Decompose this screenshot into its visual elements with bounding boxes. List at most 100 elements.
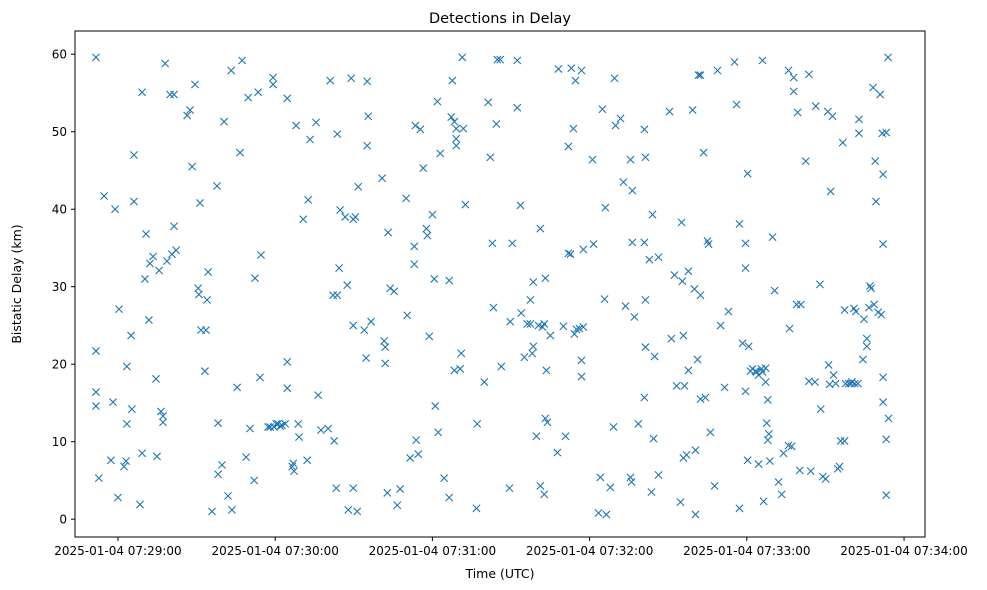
data-point: [161, 59, 170, 68]
data-point: [763, 395, 772, 404]
data-point: [224, 491, 233, 500]
data-point: [865, 281, 874, 290]
data-point: [561, 432, 570, 441]
data-point: [801, 157, 810, 166]
data-point: [381, 343, 390, 352]
data-point: [648, 210, 657, 219]
data-point: [144, 316, 153, 325]
data-point: [430, 274, 439, 283]
data-point: [290, 467, 299, 476]
data-point: [380, 336, 389, 345]
data-point: [676, 498, 685, 507]
data-point: [862, 334, 871, 343]
data-point: [758, 56, 767, 65]
data-point: [127, 331, 136, 340]
data-point: [304, 195, 313, 204]
data-point: [213, 181, 222, 190]
data-point: [882, 128, 891, 137]
x-axis-ticks: 2025-01-04 07:29:00 2025-01-04 07:30:00 20…: [54, 537, 968, 558]
data-point: [882, 435, 891, 444]
data-point: [367, 317, 376, 326]
data-point: [529, 342, 538, 351]
data-point: [91, 347, 100, 356]
data-point: [411, 121, 420, 130]
data-point: [858, 355, 867, 364]
data-point: [100, 192, 109, 201]
data-point: [254, 88, 263, 97]
data-point: [378, 174, 387, 183]
data-point: [363, 141, 372, 150]
data-point: [528, 349, 537, 358]
data-point: [768, 233, 777, 242]
data-point: [532, 432, 541, 441]
data-point: [650, 352, 659, 361]
data-point: [493, 55, 502, 64]
data-point: [292, 121, 301, 130]
data-point: [106, 456, 115, 465]
data-point: [450, 117, 459, 126]
data-point: [191, 80, 199, 89]
data-point: [579, 323, 588, 331]
data-point: [641, 295, 650, 304]
data-point: [546, 331, 555, 340]
data-point: [738, 339, 747, 348]
data-point: [543, 418, 552, 427]
data-point: [489, 303, 498, 312]
data-point: [452, 141, 461, 150]
data-point: [425, 332, 434, 341]
data-point: [640, 393, 649, 402]
data-point: [688, 106, 697, 115]
data-point: [744, 342, 753, 351]
y-axis-label: Bistatic Delay (km): [9, 224, 24, 343]
data-point: [242, 453, 251, 462]
data-point: [484, 98, 493, 107]
data-point: [423, 231, 432, 240]
data-point: [851, 307, 860, 316]
data-point: [204, 268, 213, 276]
data-point: [806, 467, 815, 476]
x-axis-label: Time (UTC): [464, 566, 534, 581]
data-point: [422, 224, 431, 233]
data-point: [332, 484, 341, 493]
data-point: [693, 355, 702, 364]
data-point: [330, 436, 339, 445]
data-point: [448, 76, 457, 85]
data-point: [244, 93, 253, 102]
data-points: [91, 53, 893, 519]
data-point: [628, 238, 637, 247]
data-point: [598, 105, 607, 114]
data-point: [536, 224, 545, 233]
data-point: [156, 407, 165, 416]
data-point: [741, 264, 750, 273]
data-point: [777, 490, 786, 499]
data-point: [828, 112, 837, 121]
data-point: [170, 222, 179, 231]
data-point: [272, 419, 281, 428]
data-point: [363, 77, 372, 86]
data-point: [859, 315, 868, 324]
data-point: [609, 422, 618, 431]
x-tick-label: 2025-01-04 07:30:00: [211, 544, 338, 558]
data-point: [434, 428, 443, 437]
data-point: [314, 391, 323, 400]
data-point: [461, 200, 470, 209]
data-point: [202, 326, 210, 335]
data-point: [122, 419, 131, 428]
data-point: [765, 457, 774, 466]
data-point: [835, 462, 844, 471]
data-point: [341, 212, 350, 221]
data-point: [120, 462, 128, 471]
data-point: [236, 148, 245, 157]
data-point: [672, 381, 681, 390]
data-point: [679, 331, 688, 340]
data-point: [122, 457, 131, 466]
data-point: [255, 373, 264, 382]
data-point: [566, 250, 575, 259]
data-point: [138, 449, 147, 458]
data-point: [789, 73, 798, 82]
data-point: [540, 490, 549, 499]
data-point: [390, 287, 399, 296]
data-point: [542, 366, 551, 375]
data-point: [246, 424, 255, 433]
data-point: [879, 398, 888, 407]
